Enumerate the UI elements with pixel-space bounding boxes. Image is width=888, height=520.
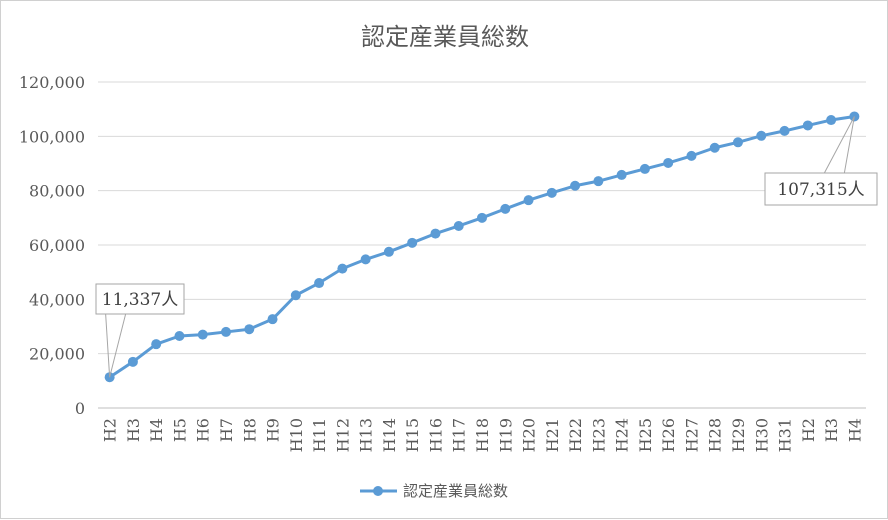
y-tick-label: 20,000 <box>29 345 85 364</box>
data-point[interactable] <box>337 263 348 274</box>
callouts: 11,337人 107,315人 <box>95 116 878 378</box>
x-tick-label: H17 <box>450 418 469 452</box>
data-point[interactable] <box>546 187 557 198</box>
x-tick-label: H20 <box>520 418 539 452</box>
y-tick-label: 100,000 <box>19 127 85 146</box>
callout-leader <box>823 116 855 174</box>
x-tick-label: H5 <box>170 418 189 442</box>
x-tick-label: H31 <box>776 418 795 452</box>
data-point[interactable] <box>383 246 394 257</box>
y-tick-label: 80,000 <box>29 182 85 201</box>
y-tick-label: 60,000 <box>29 236 85 255</box>
data-point[interactable] <box>151 339 162 350</box>
y-tick-label: 0 <box>75 399 85 418</box>
data-point[interactable] <box>709 142 720 153</box>
x-tick-label: H18 <box>473 418 492 452</box>
x-tick-label: H24 <box>613 418 632 452</box>
data-point[interactable] <box>267 314 278 325</box>
x-tick-label: H27 <box>682 418 701 452</box>
x-tick-label: H30 <box>752 418 771 452</box>
x-tick-label: H29 <box>729 418 748 452</box>
data-point[interactable] <box>244 324 255 335</box>
x-tick-label: H6 <box>194 418 213 442</box>
callout-box <box>95 283 185 315</box>
data-point[interactable] <box>314 278 325 289</box>
x-axis-ticks: H2 H3 H4 H5 H6 H7 H8 H9 H10 H11 H12 H13 H14 H15 H16 H17… <box>101 418 865 452</box>
data-point[interactable] <box>802 120 813 131</box>
x-tick-label: H4 <box>845 418 864 442</box>
x-tick-label: H19 <box>496 418 515 452</box>
data-point[interactable] <box>197 329 208 340</box>
data-point[interactable] <box>453 220 464 231</box>
x-tick-label: H23 <box>589 418 608 452</box>
legend-label: 認定産業員総数 <box>403 482 508 500</box>
x-tick-label: H8 <box>240 418 259 442</box>
series-line <box>108 114 855 379</box>
x-tick-label: H7 <box>217 418 236 442</box>
data-point[interactable] <box>500 203 511 214</box>
data-point[interactable] <box>756 130 767 141</box>
x-tick-label: H16 <box>426 418 445 452</box>
gridlines <box>98 81 866 409</box>
x-tick-label: H22 <box>566 418 585 452</box>
x-tick-label: H25 <box>636 418 655 452</box>
data-point[interactable] <box>733 137 743 148</box>
y-tick-label: 120,000 <box>19 73 85 92</box>
legend-marker-icon <box>373 486 383 496</box>
legend[interactable]: 認定産業員総数 <box>360 482 508 500</box>
data-point[interactable] <box>779 125 790 136</box>
y-tick-label: 40,000 <box>29 290 85 309</box>
chart-title: 認定産業員総数 <box>361 23 529 51</box>
x-tick-label: H2 <box>101 418 120 442</box>
data-point[interactable] <box>523 195 534 206</box>
data-point[interactable] <box>616 169 627 180</box>
x-tick-label: H3 <box>124 418 143 442</box>
x-tick-label: H14 <box>380 418 399 452</box>
x-tick-label: H15 <box>403 418 422 452</box>
x-tick-label: H28 <box>706 418 725 452</box>
callout-label: 107,315人 <box>777 180 864 200</box>
data-point[interactable] <box>593 176 604 187</box>
data-point[interactable] <box>686 150 697 161</box>
x-tick-label: H21 <box>543 418 562 452</box>
data-point[interactable] <box>477 212 487 223</box>
series-line-group <box>104 111 860 383</box>
data-point[interactable] <box>639 163 650 174</box>
data-point[interactable] <box>174 331 185 342</box>
data-point[interactable] <box>360 254 371 265</box>
data-point[interactable] <box>127 356 138 367</box>
data-point[interactable] <box>570 180 581 191</box>
data-point[interactable] <box>407 237 418 248</box>
data-point[interactable] <box>221 326 231 337</box>
callout-label: 11,337人 <box>102 290 178 310</box>
x-tick-label: H11 <box>310 418 329 452</box>
data-point[interactable] <box>826 115 837 126</box>
y-axis-ticks: 0 20,000 40,000 60,000 80,000 100,000 120,000 <box>19 73 85 418</box>
x-tick-label: H9 <box>264 418 283 442</box>
callout-leader <box>105 313 127 378</box>
x-tick-label: H2 <box>799 418 818 442</box>
data-point[interactable] <box>290 290 301 301</box>
x-tick-label: H13 <box>357 418 376 452</box>
data-point[interactable] <box>430 228 441 239</box>
x-tick-label: H4 <box>147 418 166 442</box>
x-tick-label: H10 <box>287 418 306 452</box>
callout-box <box>764 172 878 206</box>
data-point[interactable] <box>663 157 674 168</box>
x-tick-label: H26 <box>659 418 678 452</box>
x-tick-label: H3 <box>822 418 841 442</box>
x-tick-label: H12 <box>333 418 352 452</box>
